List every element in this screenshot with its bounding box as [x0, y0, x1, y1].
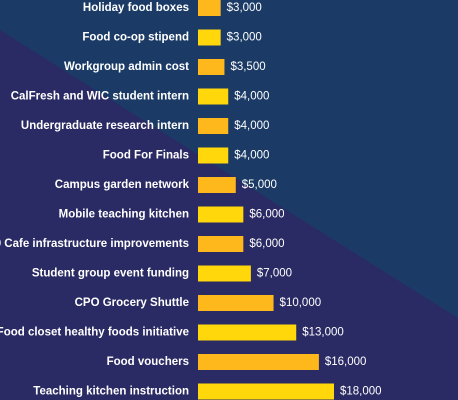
value-label-5: $4,000 [234, 150, 269, 162]
bar-5 [198, 147, 229, 164]
value-label-6: $5,000 [242, 179, 277, 191]
category-label-1: Food co-op stipend [82, 32, 189, 44]
bar-0 [198, 0, 221, 16]
value-label-2: $3,500 [230, 61, 265, 73]
bar-2 [198, 59, 225, 75]
category-label-2: Workgroup admin cost [64, 61, 189, 73]
category-label-13: Teaching kitchen instruction [33, 386, 189, 398]
bar-1 [198, 29, 221, 46]
category-label-8: 580 Cafe infrastructure improvements [0, 238, 189, 250]
bar-8 [198, 236, 244, 252]
category-label-7: Mobile teaching kitchen [59, 209, 189, 221]
value-label-12: $16,000 [325, 356, 367, 368]
bar-10 [198, 295, 274, 311]
category-label-6: Campus garden network [55, 179, 190, 191]
category-label-11: Food closet healthy foods initiative [0, 327, 189, 339]
category-label-12: Food vouchers [107, 356, 189, 368]
value-label-7: $6,000 [249, 209, 284, 221]
value-label-3: $4,000 [234, 91, 269, 103]
bar-3 [198, 88, 229, 105]
category-label-5: Food For Finals [103, 150, 189, 162]
category-label-10: CPO Grocery Shuttle [75, 297, 189, 309]
category-label-3: CalFresh and WIC student intern [11, 91, 189, 103]
value-label-13: $18,000 [340, 386, 382, 398]
category-label-0: Holiday food boxes [83, 2, 189, 14]
value-label-8: $6,000 [249, 238, 284, 250]
bar-12 [198, 354, 319, 370]
value-label-9: $7,000 [257, 268, 292, 280]
category-label-4: Undergraduate research intern [21, 120, 189, 132]
category-label-9: Student group event funding [32, 268, 189, 280]
bar-11 [198, 324, 297, 341]
bar-7 [198, 206, 244, 223]
value-label-0: $3,000 [227, 2, 262, 14]
bar-4 [198, 118, 229, 134]
bar-9 [198, 265, 251, 282]
value-label-10: $10,000 [280, 297, 322, 309]
bar-6 [198, 177, 236, 193]
value-label-4: $4,000 [234, 120, 269, 132]
value-label-1: $3,000 [227, 32, 262, 44]
value-label-11: $13,000 [302, 327, 344, 339]
background-upper-panel [0, 0, 458, 318]
bar-13 [198, 383, 334, 400]
